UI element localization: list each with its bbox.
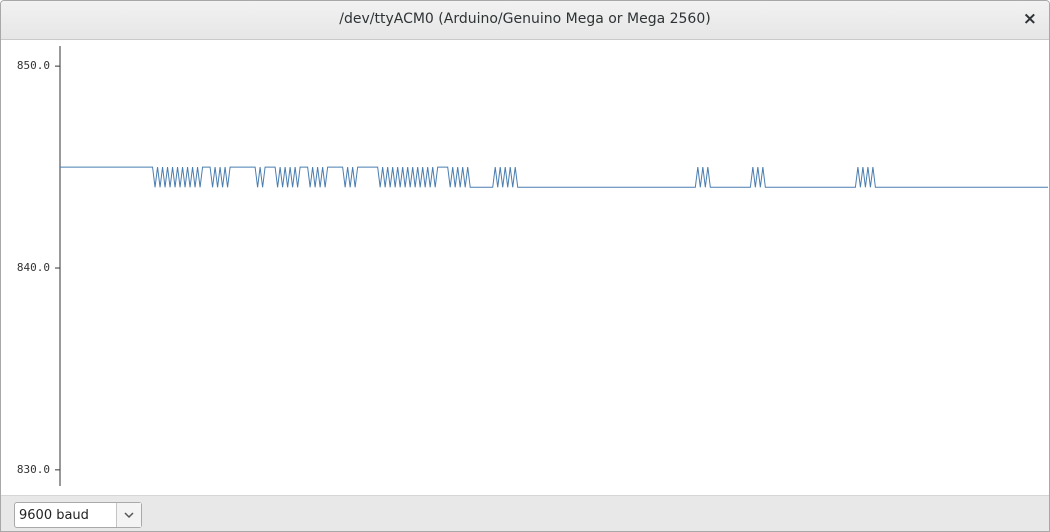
dropdown-button[interactable] [116,503,141,527]
y-tick-label: 840.0 [17,261,50,274]
y-tick-label: 850.0 [17,59,50,72]
data-line [60,166,1048,188]
footer: 9600 baud [1,495,1049,531]
window-title: /dev/ttyACM0 (Arduino/Genuino Mega or Me… [339,11,711,27]
chart: 830.0 840.0 850.0 [17,46,1048,486]
baud-select[interactable]: 9600 baud [14,502,142,528]
title-bar: /dev/ttyACM0 (Arduino/Genuino Mega or Me… [1,1,1049,40]
dropdown-arrow [124,512,134,519]
close-button[interactable]: × [1022,9,1037,29]
baud-value: 9600 baud [19,508,89,523]
y-tick-label: 830.0 [17,463,50,476]
